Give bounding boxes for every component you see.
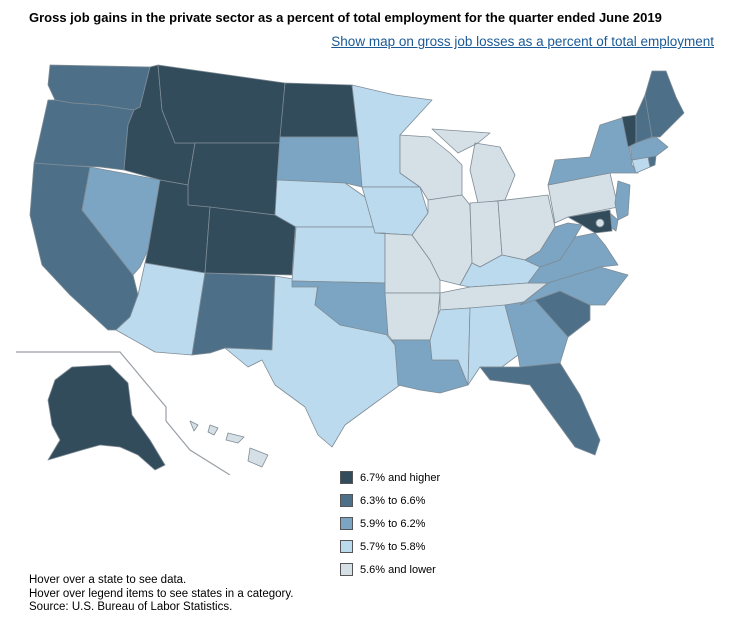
- hawaii-inset-divider: [165, 420, 231, 475]
- state-montana[interactable]: [157, 64, 286, 144]
- state-district-of-columbia[interactable]: [595, 218, 605, 228]
- legend-swatch: [340, 494, 353, 507]
- hover-legend-note: Hover over legend items to see states in…: [29, 587, 294, 600]
- alaska-inset-divider: [16, 351, 167, 421]
- state-indiana[interactable]: [469, 200, 503, 268]
- state-south-dakota[interactable]: [276, 136, 363, 188]
- legend-label: 5.9% to 6.2%: [360, 517, 426, 530]
- legend-item-6-3-to-6-6[interactable]: 6.3% to 6.6%: [340, 489, 440, 512]
- state-maine[interactable]: [644, 70, 685, 138]
- state-oregon[interactable]: [33, 99, 135, 171]
- hover-state-note: Hover over a state to see data.: [29, 574, 187, 586]
- state-massachusetts[interactable]: [629, 136, 669, 161]
- legend-item-5-9-to-6-2[interactable]: 5.9% to 6.2%: [340, 512, 440, 535]
- state-new-jersey[interactable]: [614, 180, 631, 221]
- page-title: Gross job gains in the private sector as…: [29, 10, 662, 25]
- legend-item-5-6-and-lower[interactable]: 5.6% and lower: [340, 558, 440, 581]
- state-arkansas[interactable]: [384, 292, 441, 341]
- state-kansas[interactable]: [291, 226, 386, 284]
- map-legend: 6.7% and higher 6.3% to 6.6% 5.9% to 6.2…: [340, 466, 440, 581]
- us-choropleth-map: [16, 64, 685, 475]
- state-florida[interactable]: [479, 362, 601, 456]
- legend-item-6-7-and-higher[interactable]: 6.7% and higher: [340, 466, 440, 489]
- legend-label: 6.3% to 6.6%: [360, 494, 426, 507]
- source-note: Source: U.S. Bureau of Labor Statistics.: [29, 601, 233, 613]
- legend-label: 5.7% to 5.8%: [360, 540, 426, 553]
- legend-swatch: [340, 563, 353, 576]
- legend-swatch: [340, 540, 353, 553]
- state-hawaii[interactable]: [189, 420, 269, 468]
- legend-swatch: [340, 517, 353, 530]
- state-colorado[interactable]: [204, 206, 297, 276]
- footnotes: Hover over a state to see data. Hover ov…: [29, 574, 293, 615]
- state-north-dakota[interactable]: [279, 82, 359, 138]
- state-new-mexico[interactable]: [191, 272, 276, 356]
- legend-item-5-7-to-5-8[interactable]: 5.7% to 5.8%: [340, 535, 440, 558]
- legend-label: 5.6% and lower: [360, 563, 436, 576]
- state-west-virginia[interactable]: [524, 222, 583, 268]
- state-illinois[interactable]: [411, 194, 473, 286]
- state-nebraska[interactable]: [274, 179, 376, 228]
- state-alaska[interactable]: [47, 364, 166, 471]
- legend-swatch: [340, 471, 353, 484]
- state-wyoming[interactable]: [187, 142, 281, 216]
- show-job-losses-map-link[interactable]: Show map on gross job losses as a percen…: [331, 34, 714, 49]
- state-new-york[interactable]: [547, 116, 639, 186]
- legend-label: 6.7% and higher: [360, 471, 441, 484]
